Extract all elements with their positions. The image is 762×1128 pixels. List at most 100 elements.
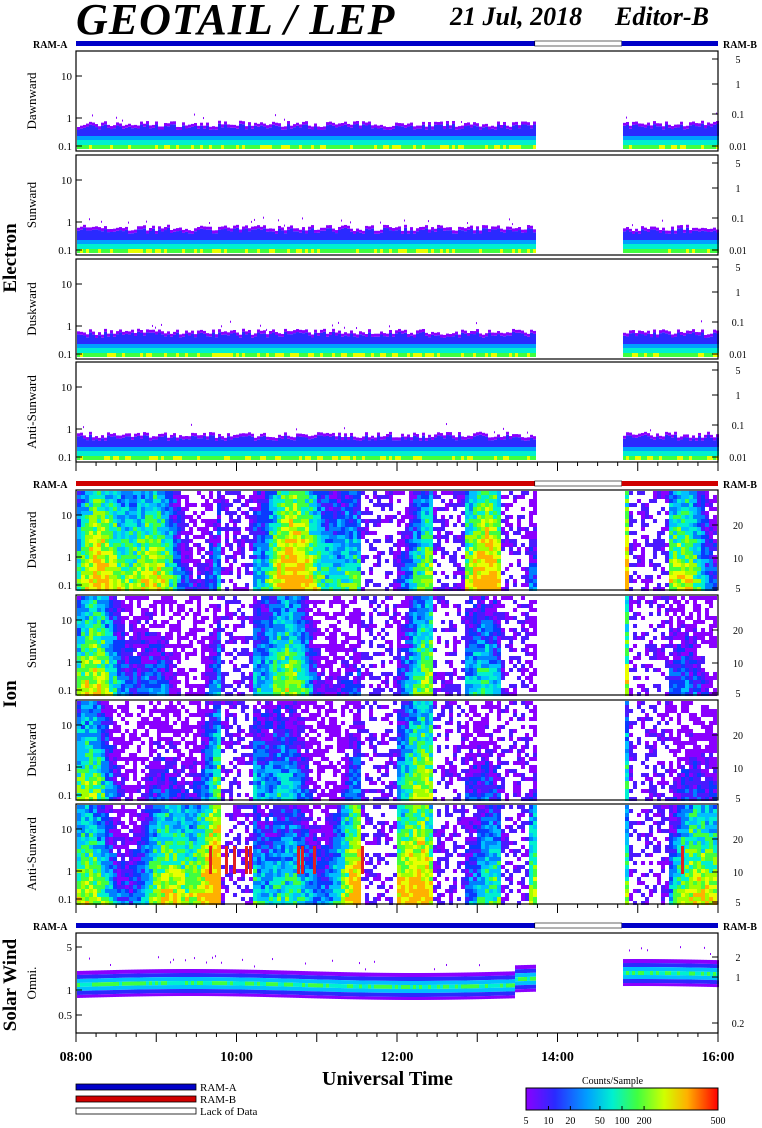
- spectrum-cell: [201, 519, 205, 523]
- spectrum-cell: [383, 456, 386, 460]
- spectrum-cell: [117, 539, 121, 543]
- spectrum-cell: [145, 495, 149, 499]
- spectrum-cell: [157, 527, 161, 531]
- spectrum-cell: [145, 539, 149, 543]
- spectrum-cell: [461, 230, 464, 240]
- spectrum-cell: [686, 353, 689, 357]
- spectrum-cell: [395, 244, 398, 249]
- spectrum-cell: [263, 244, 266, 249]
- spectrum-cell: [149, 447, 152, 451]
- spectrum-cell: [265, 555, 269, 559]
- spectrum-cell: [626, 336, 629, 344]
- spectrum-cell: [257, 515, 261, 519]
- spectrum-cell: [332, 249, 335, 253]
- spectrum-cell: [277, 575, 281, 579]
- spectrum-cell: [101, 551, 105, 555]
- spectrum-cell: [278, 333, 281, 337]
- spectrum-cell: [635, 437, 638, 447]
- spectrum-cell: [110, 249, 113, 253]
- spectrum-cell: [341, 437, 344, 441]
- spectrum-cell: [704, 145, 707, 149]
- spectrum-cell: [515, 136, 518, 140]
- spectrum-cell: [104, 226, 107, 230]
- spectrum-cell: [371, 456, 374, 460]
- spectrum-cell: [632, 249, 635, 253]
- spectrum-cell: [392, 244, 395, 249]
- spectrum-cell: [647, 240, 650, 244]
- spectrum-cell: [205, 583, 209, 587]
- spectrum-cell: [380, 127, 383, 136]
- spectrum-cell: [632, 124, 635, 136]
- spectrum-cell: [269, 583, 273, 587]
- spectrum-cell: [185, 563, 189, 567]
- spectrum-cell: [380, 232, 383, 240]
- spectrum-cell: [308, 353, 311, 357]
- spectrum-cell: [461, 439, 464, 447]
- spectrum-cell: [176, 437, 179, 441]
- spectrum-cell: [281, 129, 284, 136]
- spectrum-cell: [347, 451, 350, 456]
- spectrum-cell: [121, 579, 125, 583]
- spectrum-cell: [332, 228, 335, 232]
- spectrum-cell: [452, 123, 455, 136]
- spectrum-cell: [165, 503, 169, 507]
- spectrum-cell: [710, 434, 713, 438]
- spectrum-cell: [177, 503, 181, 507]
- spectrum-cell: [101, 579, 105, 583]
- spectrum-cell: [230, 456, 233, 460]
- spectrum-cell: [506, 136, 509, 140]
- spectrum-cell: [169, 543, 173, 547]
- spectrum-cell: [225, 543, 229, 547]
- spectrum-cell: [485, 249, 488, 253]
- spectrum-cell: [707, 145, 710, 149]
- spectrum-cell: [659, 240, 662, 244]
- spectrum-cell: [134, 136, 137, 140]
- spectrum-cell: [293, 228, 296, 232]
- spectrum-cell: [512, 125, 515, 136]
- spectrum-cell: [98, 440, 101, 447]
- spectrum-cell: [356, 348, 359, 353]
- spectrum-cell: [122, 451, 125, 456]
- spectrum-cell: [201, 531, 205, 535]
- spectrum-cell: [137, 579, 141, 583]
- spectrum-cell: [77, 543, 81, 547]
- spectrum-cell: [194, 125, 197, 136]
- spectrum-cell: [287, 456, 290, 460]
- spectrum-cell: [527, 353, 530, 357]
- spectrum-cell: [221, 507, 225, 511]
- spectrum-cell: [158, 240, 161, 244]
- spectrum-cell: [512, 231, 515, 240]
- spectrum-cell: [224, 136, 227, 140]
- spectrum-cell: [494, 353, 497, 357]
- spectrum-cell: [278, 434, 281, 438]
- spectrum-cell: [344, 244, 347, 249]
- spectrum-cell: [404, 124, 407, 128]
- spectrum-cell: [470, 333, 473, 344]
- spectrum-cell: [422, 348, 425, 353]
- spectrum-cell: [386, 244, 389, 249]
- spectrum-cell: [647, 451, 650, 456]
- spectrum-cell: [155, 456, 158, 460]
- spectrum-cell: [129, 511, 133, 515]
- spectrum-cell: [335, 140, 338, 145]
- spectrum-cell: [365, 456, 368, 460]
- spectrum-cell: [455, 249, 458, 253]
- spectrum-cell: [179, 230, 182, 240]
- spectrum-cell: [284, 145, 287, 149]
- spectrum-cell: [109, 571, 113, 575]
- spectrum-cell: [133, 507, 137, 511]
- spectrum-cell: [109, 507, 113, 511]
- spectrum-cell: [161, 491, 165, 495]
- spectrum-cell: [188, 140, 191, 145]
- spectrum-cell: [113, 244, 116, 249]
- spectrum-cell: [185, 507, 189, 511]
- spectrum-cell: [437, 122, 440, 126]
- spectrum-cell: [698, 332, 701, 336]
- spectrum-cell: [416, 434, 419, 438]
- spectrum-cell: [241, 551, 245, 555]
- spectrum-cell: [527, 344, 530, 348]
- spectrum-cell: [167, 331, 170, 335]
- spectrum-cell: [230, 228, 233, 232]
- spectrum-cell: [449, 136, 452, 140]
- spectrum-cell: [239, 140, 242, 145]
